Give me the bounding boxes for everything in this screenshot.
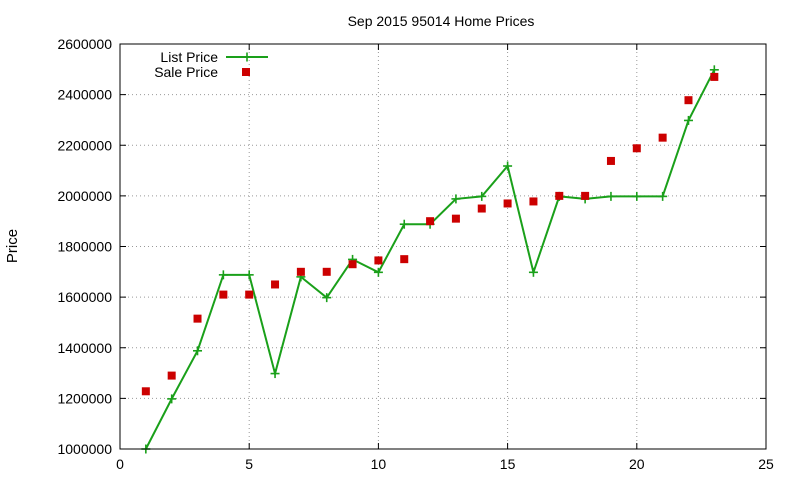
sale-price-point	[555, 191, 564, 200]
list-price-point	[632, 191, 642, 201]
y-axis-label: Price	[4, 229, 21, 263]
list-price-point	[244, 270, 254, 280]
sale-price-point	[477, 204, 486, 213]
sale-price-point	[426, 217, 435, 226]
sale-price-point	[451, 214, 460, 223]
sale-price-point	[400, 255, 409, 264]
y-tick-label: 2600000	[57, 36, 112, 52]
y-tick-label: 1400000	[57, 340, 112, 356]
list-price-point	[193, 346, 203, 356]
sale-price-point	[322, 267, 331, 276]
y-tick-label: 2200000	[57, 137, 112, 153]
sale-price-point	[658, 133, 667, 142]
list-price-point	[218, 270, 228, 280]
sale-price-point	[710, 72, 719, 81]
sale-price-point	[374, 256, 383, 265]
list-price-point	[606, 191, 616, 201]
legend-label: List Price	[160, 49, 218, 65]
sale-price-point	[684, 96, 693, 105]
x-tick-label: 25	[758, 456, 774, 472]
sale-price-point	[581, 191, 590, 200]
list-price-point	[658, 191, 668, 201]
y-tick-label: 1200000	[57, 390, 112, 406]
list-price-point	[451, 194, 461, 204]
x-tick-label: 0	[116, 456, 124, 472]
series-layer	[141, 65, 719, 454]
sale-price-point	[348, 260, 357, 269]
list-price-line	[144, 69, 716, 450]
list-price-point	[709, 65, 719, 75]
axis-ticks: 0 5 10 15 20 25 1000000 1200000 1400000 1600000 18…	[57, 36, 774, 472]
y-tick-label: 1800000	[57, 239, 112, 255]
list-price-point	[373, 267, 383, 277]
y-tick-label: 1600000	[57, 289, 112, 305]
sale-price-point	[167, 371, 176, 380]
x-tick-label: 5	[245, 456, 253, 472]
list-price-point	[503, 161, 513, 171]
legend-label: Sale Price	[154, 64, 218, 80]
y-tick-label: 2000000	[57, 188, 112, 204]
list-price-point	[683, 115, 693, 125]
sale-price-point	[296, 267, 305, 276]
chart-title: Sep 2015 95014 Home Prices	[348, 13, 535, 29]
list-price-point	[322, 293, 332, 303]
y-tick-label: 2400000	[57, 87, 112, 103]
list-price-point	[528, 267, 538, 277]
sale-price-point	[503, 199, 512, 208]
x-tick-label: 10	[371, 456, 387, 472]
list-price-point	[270, 369, 280, 379]
y-tick-label: 1000000	[57, 441, 112, 457]
legend-plus-marker	[242, 52, 252, 62]
sale-price-point	[219, 290, 228, 299]
x-tick-label: 15	[500, 456, 516, 472]
grid	[120, 44, 766, 449]
list-price-point	[167, 394, 177, 404]
sale-price-point	[529, 197, 538, 206]
sale-price-point	[271, 280, 280, 289]
sale-price-point	[606, 156, 615, 165]
list-price-point	[477, 191, 487, 201]
list-price-point	[399, 219, 409, 229]
sale-price-point	[245, 290, 254, 299]
x-tick-label: 20	[629, 456, 645, 472]
sale-price-point	[193, 314, 202, 323]
sale-price-point	[632, 144, 641, 153]
legend-square-marker	[242, 68, 250, 76]
sale-price-point	[141, 387, 150, 396]
